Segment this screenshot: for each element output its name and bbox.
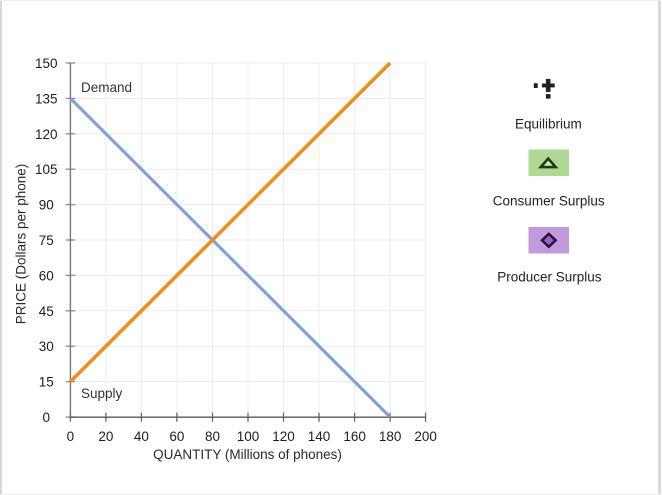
svg-text:150: 150 [35, 56, 58, 71]
svg-text:140: 140 [308, 429, 331, 444]
svg-text:100: 100 [237, 429, 260, 444]
svg-text:20: 20 [98, 429, 113, 444]
svg-text:Equilibrium: Equilibrium [515, 116, 582, 131]
svg-text:180: 180 [379, 429, 402, 444]
svg-text:120: 120 [35, 127, 58, 142]
svg-text:105: 105 [35, 162, 58, 177]
svg-text:45: 45 [39, 304, 54, 319]
svg-text:Demand: Demand [81, 80, 132, 95]
svg-text:120: 120 [272, 429, 295, 444]
svg-text:60: 60 [169, 429, 184, 444]
svg-text:40: 40 [134, 429, 149, 444]
svg-text:90: 90 [39, 198, 54, 213]
svg-text:Producer Surplus: Producer Surplus [497, 269, 602, 284]
svg-text:30: 30 [39, 339, 54, 354]
svg-text:PRICE (Dollars per phone): PRICE (Dollars per phone) [14, 164, 29, 325]
svg-text:0: 0 [43, 410, 51, 425]
svg-text:QUANTITY (Millions of phones): QUANTITY (Millions of phones) [153, 447, 342, 462]
svg-text:160: 160 [343, 429, 366, 444]
svg-text:80: 80 [205, 429, 220, 444]
svg-text:75: 75 [39, 233, 54, 248]
svg-text:60: 60 [39, 268, 54, 283]
svg-text:Consumer Surplus: Consumer Surplus [493, 194, 605, 209]
svg-text:200: 200 [414, 429, 437, 444]
svg-text:Supply: Supply [81, 386, 123, 401]
svg-text:15: 15 [39, 375, 54, 390]
svg-text:135: 135 [35, 91, 58, 106]
svg-text:0: 0 [67, 429, 75, 444]
